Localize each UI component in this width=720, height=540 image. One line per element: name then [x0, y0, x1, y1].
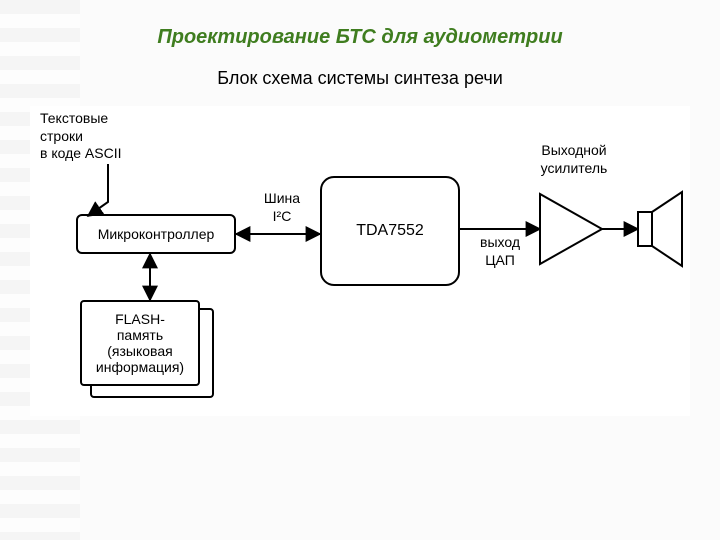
- edge-input-to-mcu: [88, 164, 108, 216]
- diagram-connections: [30, 106, 690, 416]
- speaker-icon: [638, 192, 682, 266]
- block-diagram: Текстовыестрокив коде ASCII ШинаI²C выхо…: [30, 106, 690, 416]
- amplifier-triangle: [540, 194, 602, 264]
- page-title: Проектирование БТС для аудиометрии: [0, 26, 720, 49]
- page-subtitle: Блок схема системы синтеза речи: [0, 68, 720, 89]
